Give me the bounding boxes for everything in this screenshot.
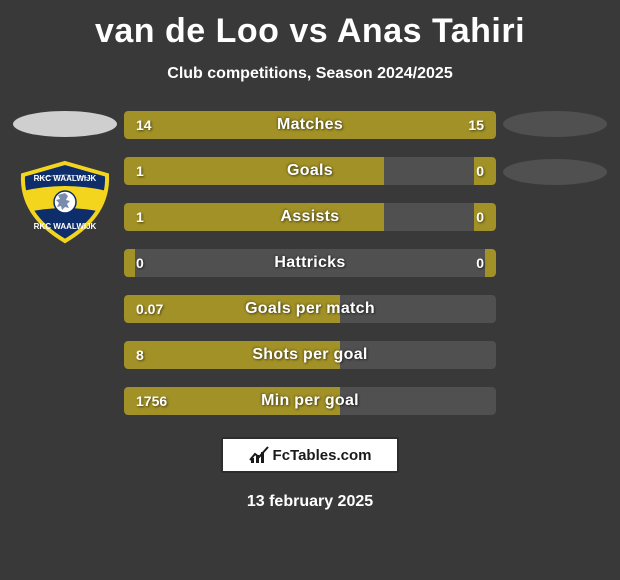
stat-row: Hattricks0 0 — [124, 249, 496, 277]
player1-side: RKC WAALWIJK RKC WAALWIJK — [6, 111, 124, 415]
stat-row: Goals1 0 — [124, 157, 496, 185]
comparison-main: RKC WAALWIJK RKC WAALWIJK Matches14 15 Goa… — [0, 111, 620, 415]
svg-text:RKC WAALWIJK: RKC WAALWIJK — [34, 222, 97, 231]
stat-label: Goals per match — [124, 295, 496, 323]
stat-label: Hattricks — [124, 249, 496, 277]
page-title: van de Loo vs Anas Tahiri — [0, 0, 620, 51]
stat-value-player2: 0 — [476, 203, 484, 231]
player2-side — [496, 111, 614, 415]
player1-photo-placeholder — [13, 111, 117, 137]
stat-row: Assists1 0 — [124, 203, 496, 231]
stat-label: Shots per goal — [124, 341, 496, 369]
stat-bars: Matches1415Goals10Assists10Hattricks00Go… — [124, 111, 496, 415]
stat-value-player2: 0 — [476, 249, 484, 277]
stat-label: Goals — [124, 157, 496, 185]
brand-text: FcTables.com — [273, 447, 372, 464]
stat-label: Min per goal — [124, 387, 496, 415]
stat-value-player1: 1 — [136, 157, 144, 185]
player1-club-badge: RKC WAALWIJK RKC WAALWIJK — [15, 159, 115, 245]
player2-photo-placeholder — [503, 111, 607, 137]
stat-row: Shots per goal8 — [124, 341, 496, 369]
stat-row: Matches14 15 — [124, 111, 496, 139]
stat-label: Matches — [124, 111, 496, 139]
stat-value-player1: 1 — [136, 203, 144, 231]
subtitle: Club competitions, Season 2024/2025 — [0, 65, 620, 83]
date: 13 february 2025 — [0, 493, 620, 511]
stat-value-player1: 8 — [136, 341, 144, 369]
brand-badge[interactable]: FcTables.com — [221, 437, 399, 473]
chart-icon — [249, 446, 269, 464]
stat-value-player2: 0 — [476, 157, 484, 185]
svg-text:RKC WAALWIJK: RKC WAALWIJK — [34, 174, 97, 183]
stat-value-player1: 0 — [136, 249, 144, 277]
stat-row: Goals per match0.07 — [124, 295, 496, 323]
stat-row: Min per goal1756 — [124, 387, 496, 415]
stat-value-player1: 0.07 — [136, 295, 163, 323]
stat-value-player2: 15 — [468, 111, 484, 139]
stat-value-player1: 1756 — [136, 387, 167, 415]
stat-value-player1: 14 — [136, 111, 152, 139]
stat-label: Assists — [124, 203, 496, 231]
player2-club-placeholder — [503, 159, 607, 185]
